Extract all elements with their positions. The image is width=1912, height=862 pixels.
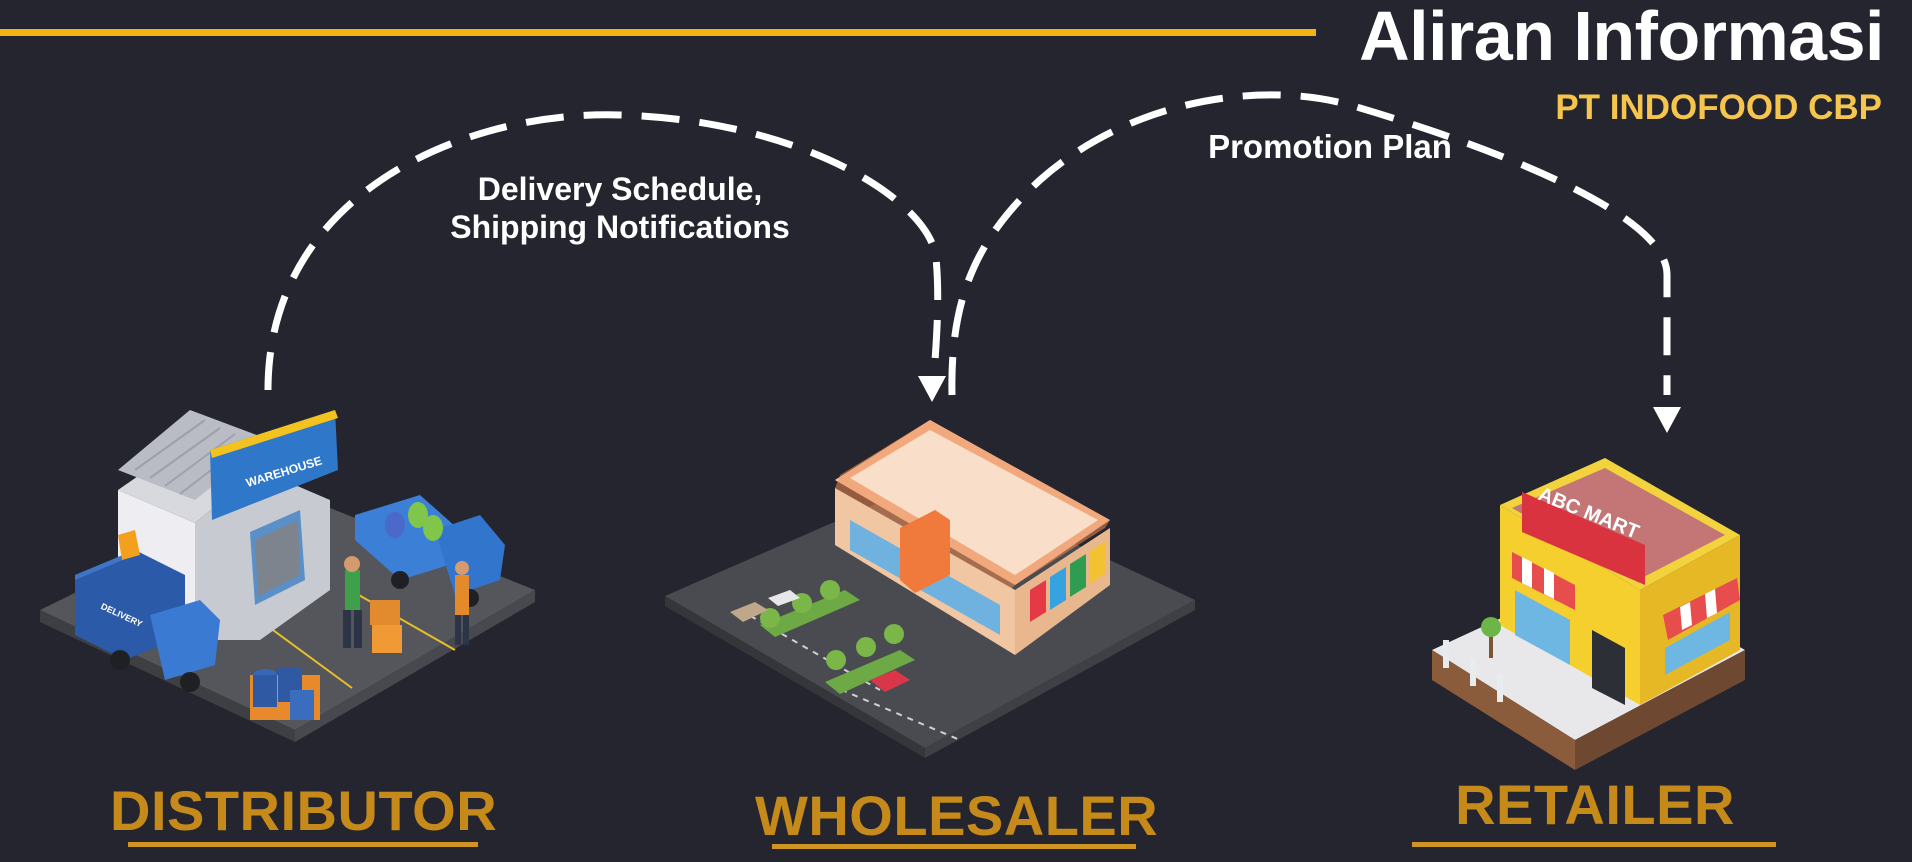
retailer-label: RETAILER (1455, 773, 1735, 836)
page-subtitle: PT INDOFOOD CBP (1555, 88, 1882, 127)
arrowhead-wholesaler-icon (918, 376, 946, 402)
arrow-wholesaler-to-retailer (948, 91, 1671, 396)
retailer-shop-illustration: ABC MART (1432, 458, 1745, 770)
flow-label-line-2: Shipping Notifications (450, 209, 790, 245)
header-accent-line (0, 29, 1316, 36)
arrow-distributor-to-wholesaler (264, 111, 942, 391)
wholesaler-store-illustration (665, 420, 1195, 758)
page-title: Aliran Informasi (1359, 0, 1884, 75)
flow-label-promotion-plan: Promotion Plan (1208, 128, 1452, 165)
flow-label-delivery-schedule: Delivery Schedule, Shipping Notification… (420, 170, 820, 246)
arrowhead-retailer-icon (1653, 407, 1681, 433)
distributor-label: DISTRIBUTOR (110, 779, 498, 842)
wholesaler-label: WHOLESALER (755, 784, 1159, 847)
distributor-underline (128, 842, 478, 847)
wholesaler-underline (772, 844, 1136, 849)
retailer-underline (1412, 842, 1776, 847)
distributor-warehouse-illustration: WAREHOUSE DELIVERY (40, 410, 535, 742)
flow-label-line-1: Delivery Schedule, (477, 171, 763, 207)
